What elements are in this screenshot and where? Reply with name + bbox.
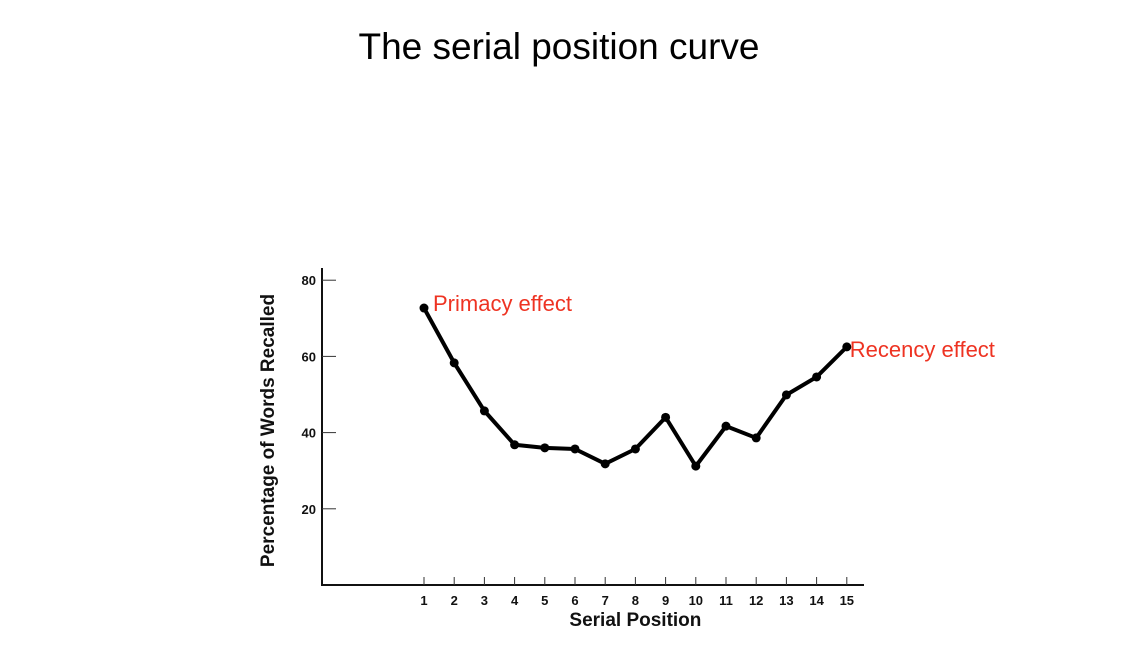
y-tick-label: 20 [302, 502, 316, 517]
x-tick-label: 1 [420, 593, 427, 608]
x-tick-label: 14 [809, 593, 824, 608]
x-tick-label: 9 [662, 593, 669, 608]
data-point [510, 440, 520, 450]
x-tick-label: 2 [451, 593, 458, 608]
data-point [630, 444, 640, 454]
x-tick-label: 7 [602, 593, 609, 608]
y-tick-label: 80 [302, 273, 316, 288]
chart-title: The serial position curve [358, 26, 760, 67]
x-tick-label: 11 [719, 593, 733, 608]
data-point [812, 372, 822, 382]
y-tick-label: 60 [302, 349, 316, 364]
data-point [449, 358, 459, 368]
data-point [721, 421, 731, 431]
x-tick-label: 13 [779, 593, 793, 608]
data-point [691, 461, 701, 471]
data-point [600, 459, 610, 469]
data-point [842, 342, 852, 352]
y-tick-label: 40 [302, 426, 316, 441]
primacy-effect-label: Primacy effect [433, 291, 572, 316]
recency-effect-label: Recency effect [850, 337, 995, 362]
data-line [422, 306, 849, 469]
chart-labels: Serial Position Percentage of Words Recal… [258, 291, 995, 631]
x-tick-label: 5 [541, 593, 548, 608]
x-tick-label: 8 [632, 593, 639, 608]
data-point [751, 433, 761, 443]
x-tick-label: 12 [749, 593, 763, 608]
data-point [781, 390, 791, 400]
y-axis-title: Percentage of Words Recalled [258, 294, 279, 567]
data-point [479, 406, 489, 416]
x-tick-label: 4 [511, 593, 519, 608]
x-tick-label: 10 [689, 593, 703, 608]
data-point [540, 443, 550, 453]
x-axis-title: Serial Position [569, 610, 701, 631]
data-point [570, 444, 580, 454]
x-tick-label: 15 [840, 593, 854, 608]
x-tick-label: 3 [481, 593, 488, 608]
plot-area [419, 303, 852, 471]
data-point [419, 303, 429, 313]
x-tick-label: 6 [571, 593, 578, 608]
data-point [661, 412, 671, 422]
